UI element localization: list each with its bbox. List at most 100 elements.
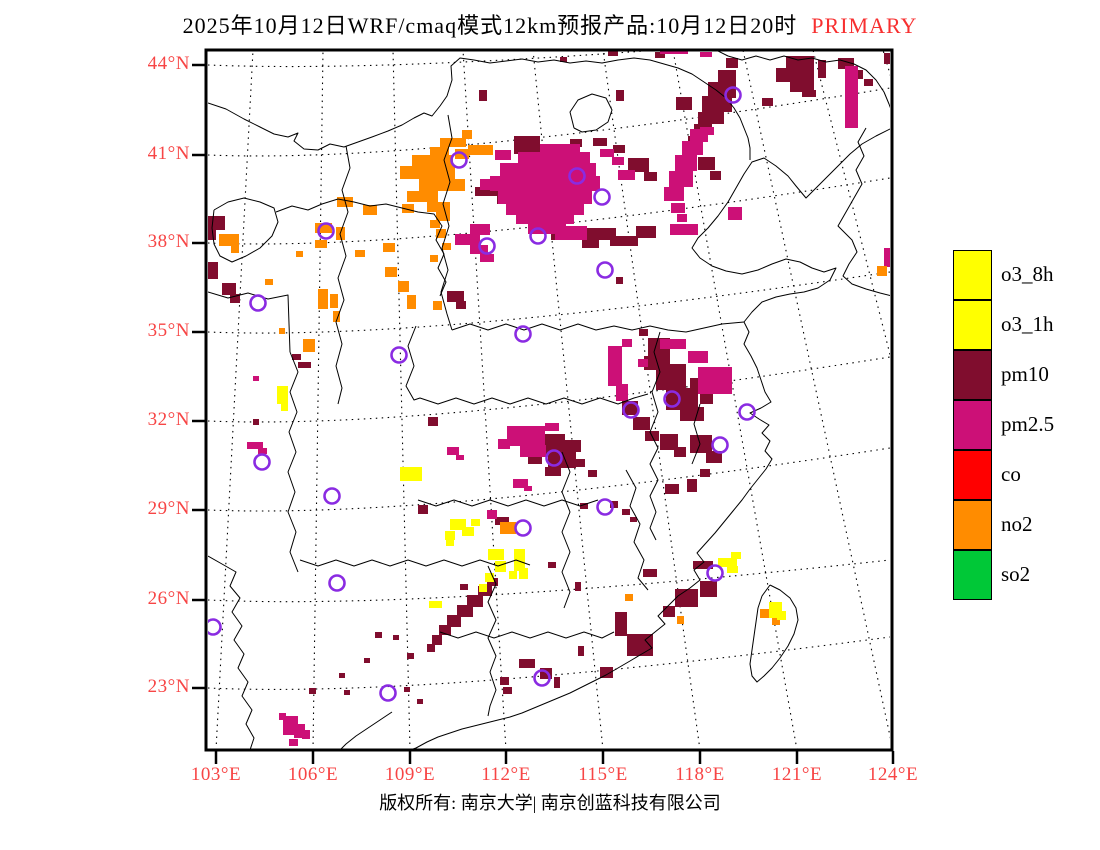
- patch-pm10: [582, 240, 599, 248]
- patch-o3: [519, 568, 528, 579]
- boundary-line: [299, 559, 531, 567]
- parallel-gridline: [208, 447, 890, 512]
- patch-pm10: [628, 158, 649, 172]
- patch-no2: [333, 311, 340, 322]
- patch-pm25: [498, 190, 592, 204]
- x-axis-label: 124°E: [867, 764, 919, 785]
- patch-pm25: [480, 254, 494, 262]
- patch-pm10: [660, 434, 678, 450]
- patch-o3: [281, 401, 288, 411]
- boundary-line: [561, 451, 571, 609]
- patch-pm10: [762, 98, 773, 106]
- patch-o3: [277, 386, 288, 404]
- parallel-gridline: [208, 356, 890, 423]
- legend-swatch-co: [953, 450, 992, 500]
- patch-pm25: [498, 439, 510, 449]
- patch-pm25: [612, 157, 624, 165]
- patch-pm25: [506, 203, 584, 215]
- patch-pm10: [710, 171, 721, 180]
- station-marker: [706, 564, 724, 582]
- patch-pm10: [666, 388, 698, 410]
- patch-pm25: [675, 155, 697, 171]
- patch-pm10: [656, 364, 686, 390]
- patch-pm25: [638, 359, 648, 367]
- meridian-gridline: [672, 51, 798, 749]
- patch-pm10: [540, 668, 552, 679]
- patch-pm10: [580, 503, 588, 509]
- boundary-line: [451, 321, 745, 333]
- patch-no2: [318, 289, 328, 309]
- patch-no2: [400, 166, 455, 179]
- y-axis-label: 41°N: [147, 143, 190, 164]
- patch-pm25: [258, 448, 267, 454]
- patch-no2: [625, 594, 633, 601]
- meridian-gridline: [312, 51, 324, 749]
- copyright-line: 版权所有: 南京大学| 南京创蓝科技有限公司: [379, 793, 721, 813]
- title-primary-tag: PRIMARY: [811, 13, 918, 38]
- patch-pm10: [702, 96, 732, 112]
- x-axis-label: 103°E: [190, 764, 242, 785]
- patch-pm10: [700, 469, 710, 477]
- legend-label-co: co: [1001, 462, 1021, 486]
- patch-pm25: [520, 445, 546, 457]
- x-axis-label: 118°E: [675, 764, 725, 785]
- patch-pm25: [516, 214, 574, 224]
- patch-pm10: [838, 58, 854, 69]
- patch-pm10: [818, 60, 826, 78]
- meridian-gridline: [602, 51, 701, 749]
- boundary-line: [208, 57, 751, 160]
- patch-pm25: [700, 52, 712, 57]
- station-marker: [622, 401, 640, 419]
- patch-pm25: [540, 144, 580, 155]
- patch-pm10: [718, 70, 736, 84]
- patch-pm25: [728, 207, 742, 220]
- station-marker: [529, 227, 547, 245]
- patch-pm10: [608, 51, 618, 56]
- patch-no2: [363, 205, 377, 215]
- patch-pm25: [294, 724, 305, 738]
- x-axis-label: 109°E: [384, 764, 436, 785]
- patch-no2: [440, 138, 466, 147]
- patch-o3: [509, 571, 517, 579]
- boundary-line: [287, 351, 299, 573]
- patch-pm10: [298, 362, 311, 368]
- patch-no2: [427, 202, 450, 212]
- patch-pm10: [447, 615, 461, 627]
- patch-no2: [407, 191, 438, 202]
- patch-pm10: [655, 52, 665, 58]
- boundary-line: [340, 711, 393, 749]
- boundary-line: [208, 555, 255, 749]
- patch-no2: [265, 279, 273, 285]
- station-marker: [711, 436, 729, 454]
- patch-pm10: [613, 145, 625, 153]
- patch-pm10: [698, 112, 724, 124]
- patch-pm10: [439, 625, 451, 635]
- patch-pm10: [622, 509, 630, 515]
- patch-pm25: [600, 149, 614, 157]
- patch-pm25: [845, 66, 858, 128]
- boundary-line: [411, 128, 890, 749]
- patch-no2: [419, 179, 465, 191]
- patch-no2: [462, 130, 472, 139]
- boundary-line: [439, 631, 615, 639]
- patch-pm10: [676, 97, 692, 110]
- patch-no2: [436, 212, 450, 221]
- patch-pm25: [495, 150, 511, 160]
- patch-o3: [450, 519, 466, 530]
- y-axis-label: 29°N: [147, 498, 190, 519]
- patch-no2: [315, 240, 327, 248]
- station-marker: [545, 449, 563, 467]
- patch-pm25: [670, 224, 698, 235]
- patch-no2: [279, 328, 285, 334]
- y-axis-label: 38°N: [147, 231, 190, 252]
- boundary-line: [749, 584, 799, 683]
- patch-no2: [500, 522, 516, 534]
- patch-pm10: [548, 562, 556, 568]
- station-marker: [379, 684, 397, 702]
- patch-pm10: [693, 561, 713, 569]
- patch-pm25: [555, 226, 587, 240]
- patch-pm10: [690, 435, 712, 453]
- patch-pm25: [455, 234, 480, 245]
- patch-pm25: [518, 152, 590, 166]
